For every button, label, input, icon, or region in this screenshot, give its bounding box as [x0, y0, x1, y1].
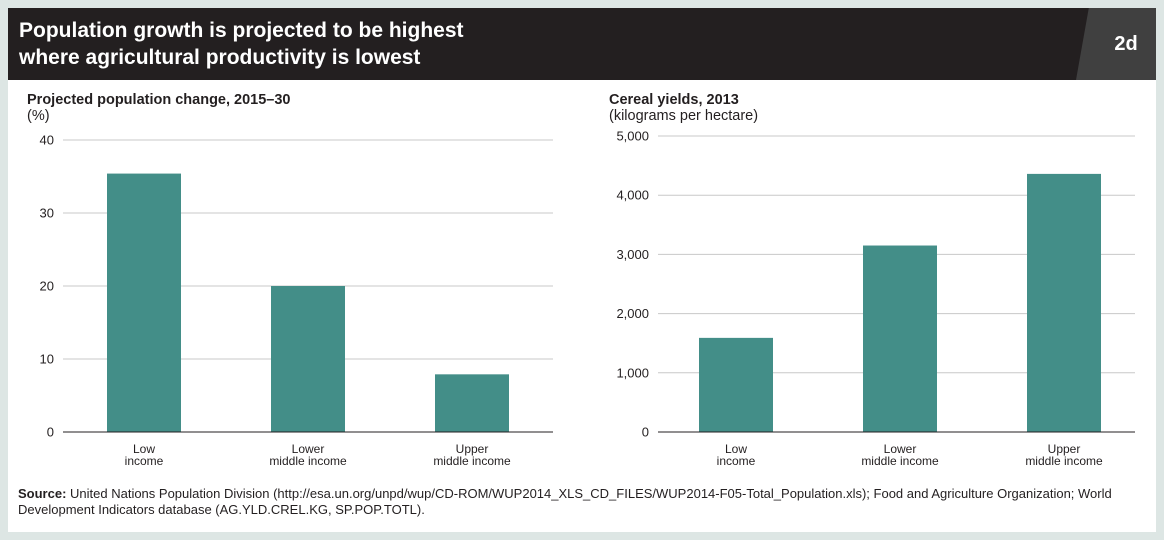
x-category-label: Low — [133, 442, 155, 456]
y-tick-label: 0 — [642, 425, 649, 440]
x-category-label: Upper — [1048, 442, 1081, 456]
chart-unit: (%) — [27, 108, 50, 124]
figure-card: Population growth is projected to be hig… — [8, 8, 1156, 532]
bar — [863, 245, 937, 432]
y-tick-label: 30 — [40, 206, 54, 221]
x-category-label: middle income — [269, 454, 347, 468]
chart-title: Cereal yields, 2013 — [609, 92, 739, 108]
population-change-chart: Projected population change, 2015–30 (%)… — [27, 92, 553, 468]
y-tick-label: 0 — [47, 425, 54, 440]
source-note: Source: United Nations Population Divisi… — [18, 486, 1148, 518]
y-axis-ticks: 0 10 20 30 40 — [40, 133, 54, 440]
y-tick-label: 40 — [40, 133, 54, 148]
bar — [107, 173, 181, 432]
y-tick-label: 4,000 — [616, 188, 649, 203]
figure-number-badge: 2d — [1076, 8, 1156, 80]
headline-line-1: Population growth is projected to be hig… — [19, 19, 464, 42]
bar — [699, 337, 773, 432]
source-label: Source: — [18, 486, 67, 501]
charts-canvas: Projected population change, 2015–30 (%)… — [27, 92, 1135, 468]
y-tick-label: 1,000 — [616, 365, 649, 380]
x-category-label: Lower — [884, 442, 917, 456]
x-category-label: income — [717, 454, 756, 468]
chart-bars — [107, 173, 509, 432]
y-tick-label: 10 — [40, 352, 54, 367]
x-category-label: middle income — [861, 454, 939, 468]
chart-title: Projected population change, 2015–30 — [27, 92, 291, 108]
x-category-label: middle income — [1025, 454, 1103, 468]
x-category-label: income — [125, 454, 164, 468]
source-text: United Nations Population Division (http… — [18, 486, 1112, 517]
headline-line-2: where agricultural productivity is lowes… — [19, 46, 421, 69]
bar — [435, 374, 509, 432]
chart-unit: (kilograms per hectare) — [609, 108, 758, 124]
y-tick-label: 2,000 — [616, 306, 649, 321]
x-category-label: Upper — [456, 442, 489, 456]
chart-bars — [699, 173, 1101, 432]
x-category-label: Low — [725, 442, 747, 456]
title-banner: Population growth is projected to be hig… — [8, 8, 1156, 80]
figure-headline: Population growth is projected to be hig… — [19, 17, 464, 71]
figure-number: 2d — [1114, 33, 1138, 55]
y-axis-ticks: 0 1,000 2,000 3,000 4,000 5,000 — [616, 129, 649, 440]
bar — [1027, 173, 1101, 432]
y-tick-label: 5,000 — [616, 129, 649, 144]
y-tick-label: 3,000 — [616, 247, 649, 262]
x-category-label: Lower — [292, 442, 325, 456]
x-category-label: middle income — [433, 454, 511, 468]
cereal-yields-chart: Cereal yields, 2013 (kilograms per hecta… — [609, 92, 1135, 468]
y-tick-label: 20 — [40, 279, 54, 294]
bar — [271, 286, 345, 432]
